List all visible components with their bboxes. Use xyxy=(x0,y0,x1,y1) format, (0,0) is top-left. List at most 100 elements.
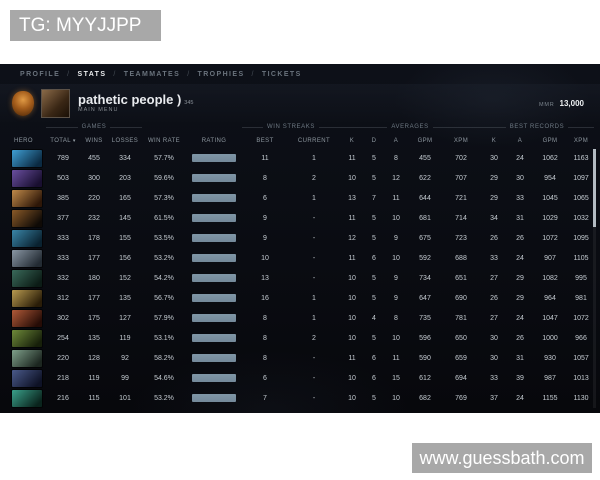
cell-losses: 119 xyxy=(119,334,131,342)
profile-nav-tabs: PROFILE / STATS / TEAMMATES / TROPHIES / TICKETS xyxy=(20,71,302,78)
rating-bar-fill xyxy=(192,334,236,342)
rating-bar xyxy=(186,214,242,222)
cell-avg_gpm: 682 xyxy=(419,394,431,402)
nav-tab-teammates[interactable]: TEAMMATES xyxy=(123,71,181,78)
cell-best_streak: 13 xyxy=(261,274,269,282)
column-header-best_gpm[interactable]: A xyxy=(517,137,523,144)
hero-portrait-icon xyxy=(12,309,42,327)
cell-avg_d: 6 xyxy=(372,374,376,382)
hero-row[interactable]: 333 177 156 53.2% 10 - 11 6 10 592 688 33 24 907 1105 xyxy=(0,248,600,268)
column-header-best_a[interactable]: K xyxy=(491,137,497,144)
hero-row[interactable]: 503 300 203 59.6% 8 2 10 5 12 622 707 29 30 954 1097 xyxy=(0,168,600,188)
cell-best_a: 24 xyxy=(516,394,524,402)
nav-tab-stats[interactable]: STATS xyxy=(77,71,107,78)
rating-bar-fill xyxy=(192,194,236,202)
cell-avg_gpm: 612 xyxy=(419,374,431,382)
rating-bar xyxy=(186,314,242,322)
cell-wins: 177 xyxy=(88,254,100,262)
hero-row[interactable]: 385 220 165 57.3% 6 1 13 7 11 644 721 29 33 1045 1065 xyxy=(0,188,600,208)
cell-avg_xpm: 781 xyxy=(455,314,467,322)
column-header-win_rate[interactable]: WIN RATE xyxy=(147,137,181,144)
cell-best_streak: 9 xyxy=(263,214,267,222)
rating-bar-fill xyxy=(192,314,236,322)
nav-tab-profile[interactable]: PROFILE xyxy=(20,71,61,78)
cell-best_gpm: 1029 xyxy=(542,214,558,222)
cell-avg_d: 5 xyxy=(372,214,376,222)
hero-portrait-icon xyxy=(12,349,42,367)
column-header-wins[interactable]: WINS xyxy=(85,137,103,144)
cell-win_rate: 58.2% xyxy=(154,354,174,362)
cell-best_a: 31 xyxy=(516,214,524,222)
cell-current_streak: - xyxy=(312,234,316,242)
cell-best_a: 31 xyxy=(516,354,524,362)
cell-total: 216 xyxy=(57,394,69,402)
cell-avg_xpm: 714 xyxy=(455,214,467,222)
cell-avg_d: 4 xyxy=(372,314,376,322)
column-header-hero[interactable]: HERO xyxy=(14,137,33,144)
cell-wins: 300 xyxy=(88,174,100,182)
scrollbar-track[interactable] xyxy=(593,149,596,408)
cell-avg_d: 5 xyxy=(372,274,376,282)
hero-row[interactable]: 377 232 145 61.5% 9 - 11 5 10 681 714 34 31 1029 1032 xyxy=(0,208,600,228)
hero-row[interactable]: 218 119 99 54.6% 6 - 10 6 15 612 694 33 39 987 1013 xyxy=(0,368,600,388)
cell-total: 254 xyxy=(57,334,69,342)
group-best-records: BEST RECORDS xyxy=(480,124,594,130)
main-menu-label[interactable]: MAIN MENU xyxy=(78,106,119,113)
cell-avg_gpm: 647 xyxy=(419,294,431,302)
cell-total: 503 xyxy=(57,174,69,182)
cell-wins: 135 xyxy=(88,334,100,342)
cell-best_xpm: 1072 xyxy=(573,314,589,322)
cell-best_xpm: 1095 xyxy=(573,234,589,242)
cell-win_rate: 53.1% xyxy=(154,334,174,342)
cell-total: 332 xyxy=(57,274,69,282)
cell-current_streak: 1 xyxy=(312,194,316,202)
player-name[interactable]: pathetic people ) 345 xyxy=(78,92,194,107)
cell-avg_a: 11 xyxy=(392,194,400,202)
nav-tab-trophies[interactable]: TROPHIES xyxy=(197,71,245,78)
cell-best_k: 30 xyxy=(490,354,498,362)
hero-row[interactable]: 216 115 101 53.2% 7 - 10 5 10 682 769 37 24 1155 1130 xyxy=(0,388,600,408)
hero-portrait-icon xyxy=(12,209,42,227)
column-header-avg_k[interactable]: CURRENT xyxy=(297,137,331,144)
hero-row[interactable]: 333 178 155 53.5% 9 - 12 5 9 675 723 26 26 1072 1095 xyxy=(0,228,600,248)
column-header-avg_a[interactable]: D xyxy=(371,137,377,144)
nav-tab-tickets[interactable]: TICKETS xyxy=(261,71,302,78)
column-header-current_streak[interactable]: BEST xyxy=(256,137,274,144)
cell-win_rate: 54.2% xyxy=(154,274,174,282)
hero-row[interactable]: 220 128 92 58.2% 8 - 11 6 11 590 659 30 31 930 1057 xyxy=(0,348,600,368)
cell-wins: 128 xyxy=(88,354,100,362)
column-header-avg_d[interactable]: K xyxy=(349,137,355,144)
hero-row[interactable]: 254 135 119 53.1% 8 2 10 5 10 596 650 30 26 1000 966 xyxy=(0,328,600,348)
column-header-total[interactable]: TOTAL ▾ xyxy=(50,137,76,144)
column-header-avg_gpm[interactable]: A xyxy=(393,137,399,144)
cell-wins: 178 xyxy=(88,234,100,242)
hero-row[interactable]: 312 177 135 56.7% 16 1 10 5 9 647 690 26 29 964 981 xyxy=(0,288,600,308)
hero-row[interactable]: 789 455 334 57.7% 11 1 11 5 8 455 702 30 24 1062 1163 xyxy=(0,148,600,168)
cell-avg_a: 8 xyxy=(394,314,398,322)
cell-losses: 156 xyxy=(119,254,131,262)
column-header-xpm[interactable]: XPM xyxy=(573,137,589,144)
cell-wins: 180 xyxy=(88,274,100,282)
scrollbar-thumb[interactable] xyxy=(593,149,596,227)
cell-avg_gpm: 675 xyxy=(419,234,431,242)
cell-losses: 334 xyxy=(119,154,131,162)
rating-bar xyxy=(186,374,242,382)
hero-portrait-icon xyxy=(12,229,42,247)
hero-row[interactable]: 332 180 152 54.2% 13 - 10 5 9 734 651 27 29 1082 995 xyxy=(0,268,600,288)
cell-best_xpm: 1013 xyxy=(573,374,589,382)
cell-best_k: 33 xyxy=(490,254,498,262)
player-name-suffix: 345 xyxy=(184,99,194,106)
profile-header: pathetic people ) 345 MAIN MENU MMR 13,00… xyxy=(0,84,600,122)
column-header-losses[interactable]: LOSSES xyxy=(111,137,139,144)
hero-row[interactable]: 302 175 127 57.9% 8 1 10 4 8 735 781 27 24 1047 1072 xyxy=(0,308,600,328)
player-avatar[interactable] xyxy=(41,88,70,118)
cell-current_streak: 1 xyxy=(312,314,316,322)
column-header-avg_xpm[interactable]: GPM xyxy=(417,137,433,144)
rating-bar xyxy=(186,394,242,402)
column-header-best_xpm[interactable]: GPM xyxy=(542,137,558,144)
cell-best_k: 34 xyxy=(490,214,498,222)
cell-total: 789 xyxy=(57,154,69,162)
column-header-best_streak[interactable]: RATING xyxy=(201,137,227,144)
column-header-best_k[interactable]: XPM xyxy=(453,137,469,144)
cell-wins: 455 xyxy=(88,154,100,162)
